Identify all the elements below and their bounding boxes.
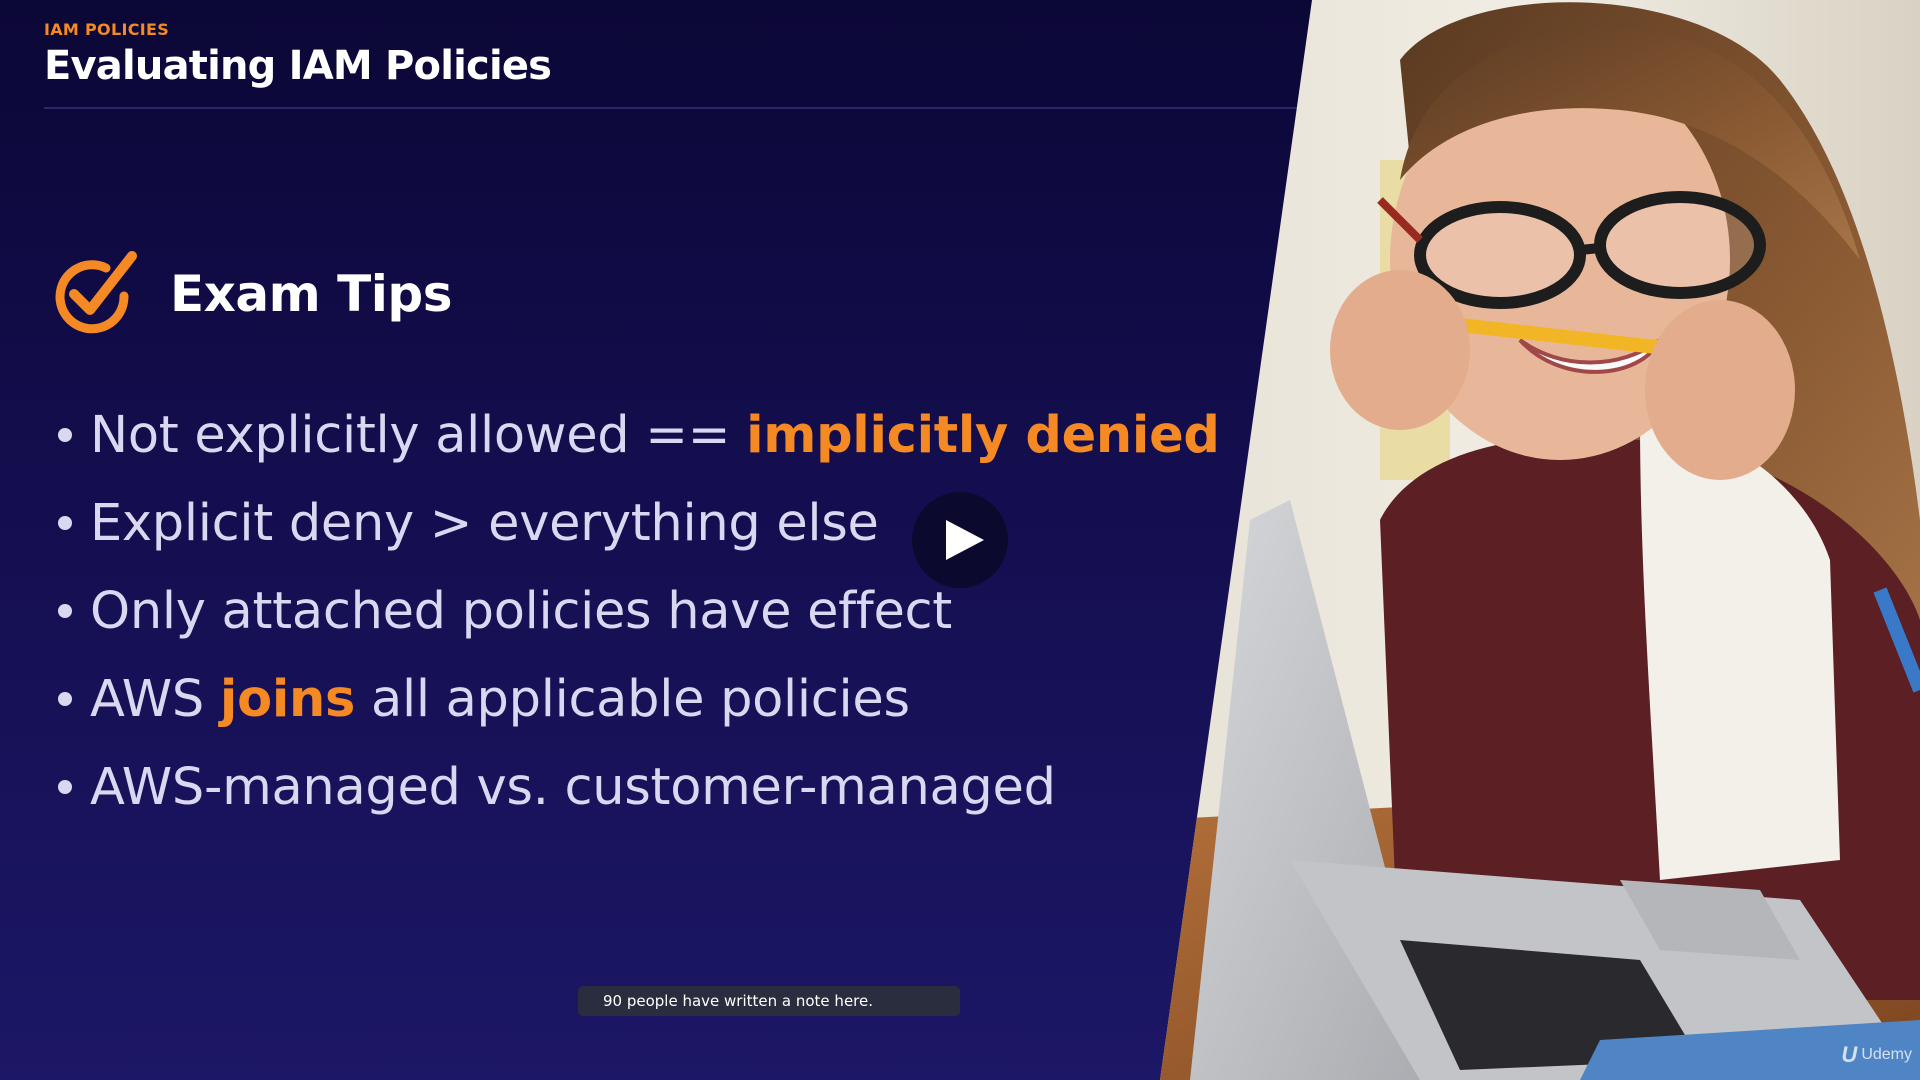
exam-tips-heading: Exam Tips (46, 246, 452, 342)
tip-highlight: joins (219, 670, 356, 729)
tip-text: Explicit deny > everything else (90, 494, 879, 553)
udemy-brand: Udemy (1861, 1046, 1912, 1063)
tip-text: Not explicitly allowed == (90, 406, 747, 465)
tip-text-after: all applicable policies (355, 670, 910, 729)
tip-text: Only attached policies have effect (90, 582, 952, 641)
header-divider (44, 107, 1300, 109)
tip-text: AWS (90, 670, 220, 729)
slide-header: IAM POLICIES Evaluating IAM Policies (44, 20, 552, 89)
play-button[interactable] (912, 492, 1008, 588)
play-icon (946, 520, 984, 560)
checkmark-circle-icon (55, 251, 137, 334)
slide-title: Evaluating IAM Policies (44, 43, 552, 89)
tips-list: Not explicitly allowed == implicitly den… (58, 404, 1220, 844)
bullet-dot (58, 604, 72, 618)
bullet-dot (58, 780, 72, 794)
tip-text: AWS-managed vs. customer-managed (90, 758, 1056, 817)
tip-item: Only attached policies have effect (58, 580, 1220, 668)
tip-item: AWS joins all applicable policies (58, 668, 1220, 756)
tip-item: Explicit deny > everything else (58, 492, 1220, 580)
tip-highlight: implicitly denied (746, 406, 1220, 465)
udemy-watermark: U Udemy (1841, 1042, 1912, 1068)
tip-item: AWS-managed vs. customer-managed (58, 756, 1220, 844)
udemy-logo-icon: U (1841, 1042, 1858, 1067)
notes-tooltip: 90 people have written a note here. (578, 986, 960, 1016)
bullet-dot (58, 428, 72, 442)
bullet-dot (58, 692, 72, 706)
exam-tips-title: Exam Tips (170, 265, 452, 323)
tip-item: Not explicitly allowed == implicitly den… (58, 404, 1220, 492)
bullet-dot (58, 516, 72, 530)
slide-kicker: IAM POLICIES (44, 20, 170, 39)
